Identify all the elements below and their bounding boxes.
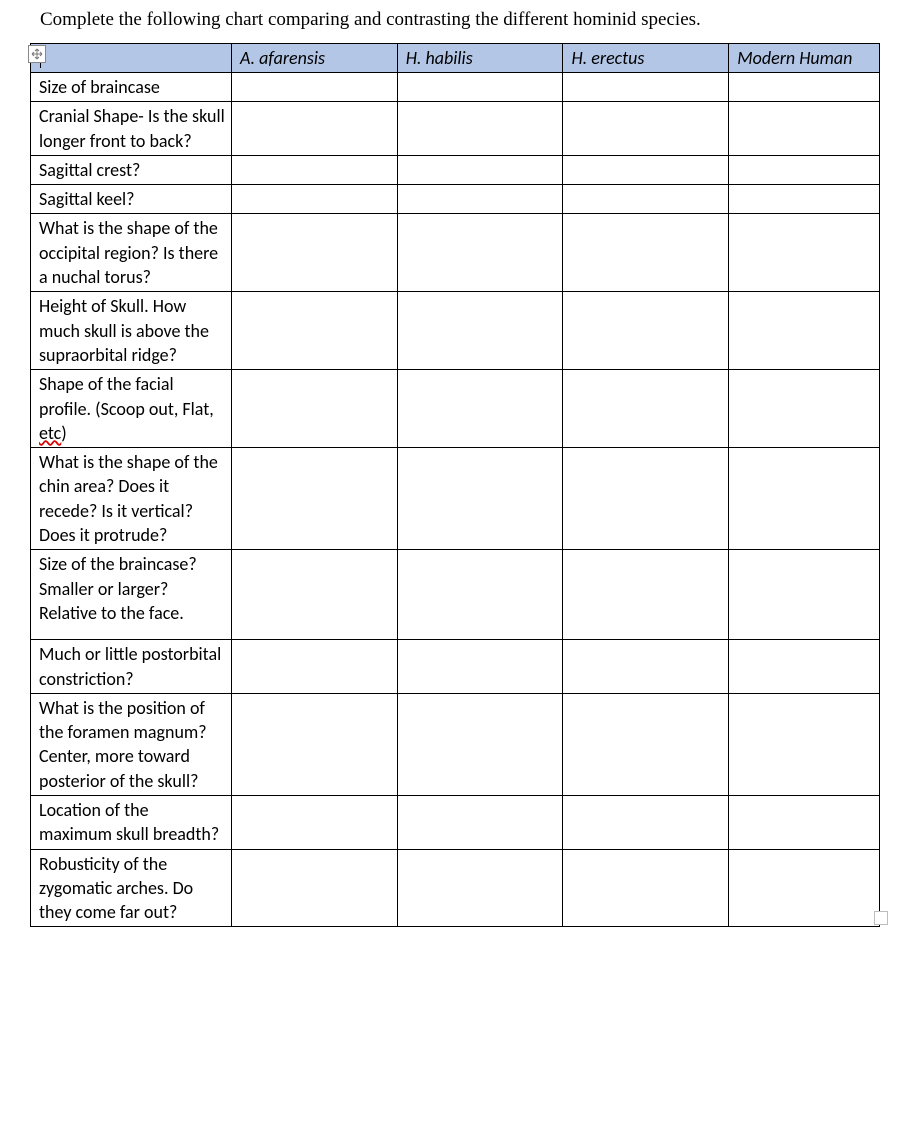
header-blank[interactable] <box>31 43 232 72</box>
data-cell[interactable] <box>729 214 880 292</box>
row-label[interactable]: What is the position of the foramen magn… <box>31 693 232 795</box>
row-label[interactable]: Robusticity of the zygomatic arches. Do … <box>31 849 232 927</box>
data-cell[interactable] <box>231 796 397 850</box>
data-cell[interactable] <box>231 370 397 448</box>
data-cell[interactable] <box>563 214 729 292</box>
header-col-1[interactable]: A. afarensis <box>231 43 397 72</box>
row-label[interactable]: Sagittal keel? <box>31 185 232 214</box>
data-cell[interactable] <box>231 155 397 184</box>
table-row: Size of the braincase? Smaller or larger… <box>31 550 880 640</box>
table-row: Shape of the facial profile. (Scoop out,… <box>31 370 880 448</box>
data-cell[interactable] <box>231 550 397 640</box>
data-cell[interactable] <box>397 693 563 795</box>
data-cell[interactable] <box>397 796 563 850</box>
data-cell[interactable] <box>563 550 729 640</box>
data-cell[interactable] <box>231 185 397 214</box>
data-cell[interactable] <box>729 370 880 448</box>
data-cell[interactable] <box>397 102 563 156</box>
data-cell[interactable] <box>729 155 880 184</box>
data-cell[interactable] <box>563 796 729 850</box>
table-row: What is the position of the foramen magn… <box>31 693 880 795</box>
table-row: Cranial Shape- Is the skull longer front… <box>31 102 880 156</box>
table-row: Robusticity of the zygomatic arches. Do … <box>31 849 880 927</box>
row-label[interactable]: Much or little postorbital constriction? <box>31 640 232 694</box>
data-cell[interactable] <box>563 185 729 214</box>
data-cell[interactable] <box>231 640 397 694</box>
table-row: Height of Skull. How much skull is above… <box>31 292 880 370</box>
data-cell[interactable] <box>231 102 397 156</box>
data-cell[interactable] <box>729 640 880 694</box>
row-label[interactable]: Height of Skull. How much skull is above… <box>31 292 232 370</box>
row-label[interactable]: What is the shape of the occipital regio… <box>31 214 232 292</box>
data-cell[interactable] <box>397 849 563 927</box>
header-col-3[interactable]: H. erectus <box>563 43 729 72</box>
data-cell[interactable] <box>397 214 563 292</box>
table-row: Size of braincase <box>31 72 880 101</box>
data-cell[interactable] <box>397 550 563 640</box>
data-cell[interactable] <box>729 72 880 101</box>
data-cell[interactable] <box>397 370 563 448</box>
spellcheck-underline: etc <box>39 422 61 444</box>
row-label[interactable]: Cranial Shape- Is the skull longer front… <box>31 102 232 156</box>
table-anchor-icon[interactable] <box>28 45 46 63</box>
page: Complete the following chart comparing a… <box>18 8 894 927</box>
data-cell[interactable] <box>729 448 880 550</box>
data-cell[interactable] <box>563 640 729 694</box>
table-row: Location of the maximum skull breadth? <box>31 796 880 850</box>
table-body: Size of braincaseCranial Shape- Is the s… <box>31 72 880 927</box>
table-row: Sagittal crest? <box>31 155 880 184</box>
data-cell[interactable] <box>231 448 397 550</box>
row-label[interactable]: Size of braincase <box>31 72 232 101</box>
table-header-row: A. afarensis H. habilis H. erectus Moder… <box>31 43 880 72</box>
header-col-2[interactable]: H. habilis <box>397 43 563 72</box>
row-label[interactable]: What is the shape of the chin area? Does… <box>31 448 232 550</box>
data-cell[interactable] <box>397 292 563 370</box>
data-cell[interactable] <box>729 102 880 156</box>
table-row: Sagittal keel? <box>31 185 880 214</box>
section-end-marker <box>874 911 888 925</box>
table-row: What is the shape of the chin area? Does… <box>31 448 880 550</box>
data-cell[interactable] <box>397 72 563 101</box>
data-cell[interactable] <box>563 155 729 184</box>
data-cell[interactable] <box>231 693 397 795</box>
hominid-comparison-table: A. afarensis H. habilis H. erectus Moder… <box>30 43 880 928</box>
data-cell[interactable] <box>729 550 880 640</box>
instruction-text: Complete the following chart comparing a… <box>40 8 894 33</box>
data-cell[interactable] <box>563 849 729 927</box>
data-cell[interactable] <box>397 448 563 550</box>
table-row: What is the shape of the occipital regio… <box>31 214 880 292</box>
row-label[interactable]: Location of the maximum skull breadth? <box>31 796 232 850</box>
data-cell[interactable] <box>231 849 397 927</box>
data-cell[interactable] <box>397 640 563 694</box>
data-cell[interactable] <box>231 72 397 101</box>
data-cell[interactable] <box>231 214 397 292</box>
row-label[interactable]: Shape of the facial profile. (Scoop out,… <box>31 370 232 448</box>
data-cell[interactable] <box>729 693 880 795</box>
row-label[interactable]: Size of the braincase? Smaller or larger… <box>31 550 232 640</box>
row-label[interactable]: Sagittal crest? <box>31 155 232 184</box>
table-row: Much or little postorbital constriction? <box>31 640 880 694</box>
data-cell[interactable] <box>563 72 729 101</box>
data-cell[interactable] <box>563 292 729 370</box>
data-cell[interactable] <box>397 155 563 184</box>
data-cell[interactable] <box>563 693 729 795</box>
data-cell[interactable] <box>563 370 729 448</box>
data-cell[interactable] <box>729 849 880 927</box>
data-cell[interactable] <box>729 292 880 370</box>
data-cell[interactable] <box>397 185 563 214</box>
header-col-4[interactable]: Modern Human <box>729 43 880 72</box>
data-cell[interactable] <box>231 292 397 370</box>
data-cell[interactable] <box>563 448 729 550</box>
data-cell[interactable] <box>563 102 729 156</box>
data-cell[interactable] <box>729 185 880 214</box>
data-cell[interactable] <box>729 796 880 850</box>
